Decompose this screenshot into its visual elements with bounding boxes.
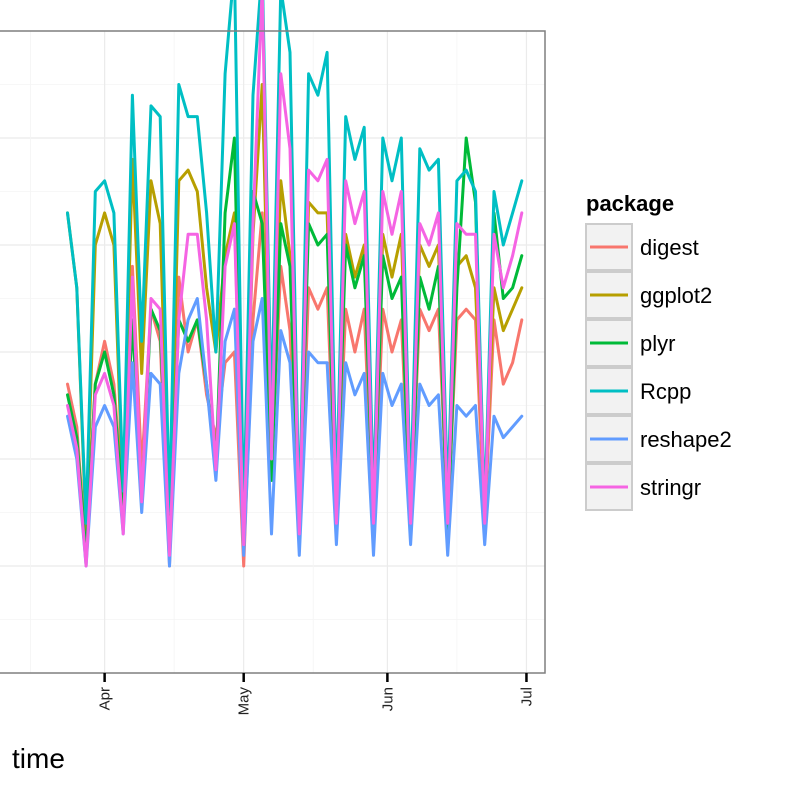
x-axis: Apr May Jun Jul (97, 673, 535, 716)
legend: package digest ggplot2 plyr Rcpp reshape2 str… (585, 191, 732, 511)
x-tick-label: May (236, 687, 253, 716)
legend-item-stringr: stringr (585, 463, 701, 511)
plot-panel-border (0, 30, 546, 674)
legend-item-Rcpp: Rcpp (585, 367, 691, 415)
legend-label: Rcpp (640, 379, 691, 404)
series-lines (66, 0, 524, 568)
x-tick-label: Jun (379, 687, 396, 711)
legend-label: plyr (640, 331, 675, 356)
legend-item-plyr: plyr (585, 319, 675, 367)
legend-title: package (586, 191, 674, 216)
series-line-stringr (66, 0, 524, 568)
x-tick-label: Apr (97, 687, 114, 710)
legend-label: stringr (640, 475, 701, 500)
x-tick-label: Jul (518, 687, 535, 706)
legend-label: digest (640, 235, 699, 260)
x-axis-title: time (12, 743, 65, 774)
legend-label: ggplot2 (640, 283, 712, 308)
legend-item-ggplot2: ggplot2 (585, 271, 712, 319)
legend-label: reshape2 (640, 427, 732, 452)
legend-item-reshape2: reshape2 (585, 415, 732, 463)
legend-item-digest: digest (585, 223, 699, 271)
